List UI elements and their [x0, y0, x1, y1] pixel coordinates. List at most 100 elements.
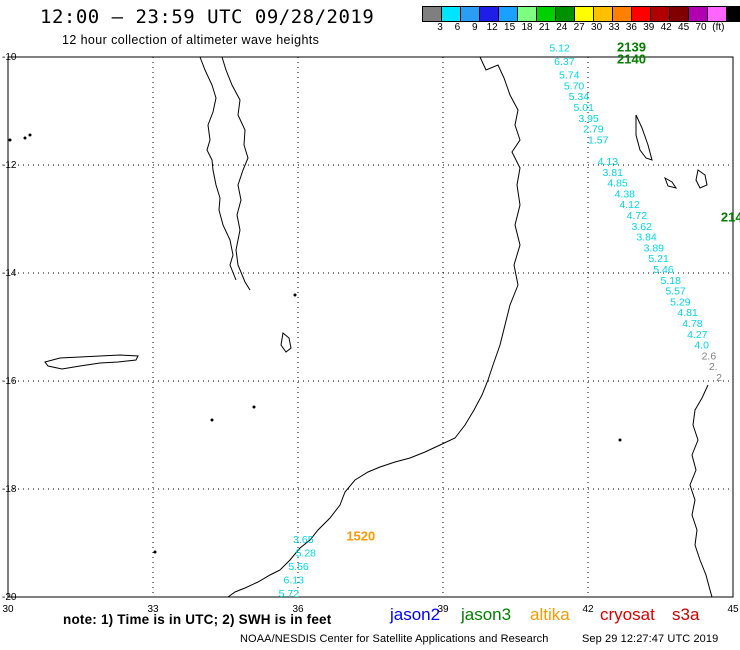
wave-height-value: 6.37: [554, 56, 575, 68]
wave-height-value: 4.38: [615, 188, 636, 200]
x-tick-label: 30: [2, 604, 14, 615]
island: [293, 293, 297, 297]
coastline: [44, 354, 139, 370]
y-tick-label: -20: [2, 592, 17, 603]
y-tick-label: -18: [2, 484, 17, 495]
wave-height-value: 4.0: [694, 340, 709, 352]
pass-id-label: 2140: [617, 51, 646, 66]
x-tick-label: 42: [582, 604, 594, 615]
color-scale-label: 9: [472, 22, 478, 33]
color-scale: [422, 6, 740, 22]
wave-height-value: 5.34: [569, 91, 590, 103]
island: [618, 438, 622, 442]
wave-height-value: 4.78: [682, 318, 703, 330]
coastline: [227, 56, 521, 598]
x-tick-label: 45: [727, 604, 739, 615]
color-scale-label: 39: [643, 22, 655, 33]
wave-height-value: 5.01: [574, 102, 595, 114]
y-tick-label: -16: [2, 376, 17, 387]
coastline: [664, 176, 678, 189]
wave-height-value: 5.70: [564, 80, 585, 92]
wave-height-value: 4.85: [607, 178, 628, 190]
map-title: 12:00 – 23:59 UTC 09/28/2019: [40, 6, 375, 28]
wave-height-value: 5.72: [279, 588, 300, 600]
color-scale-label: 6: [454, 22, 461, 33]
wave-height-value: 4.27: [687, 329, 708, 341]
credit-text: NOAA/NESDIS Center for Satellite Applica…: [240, 633, 549, 645]
color-scale-label: 33: [608, 22, 620, 33]
wave-height-value: 3.81: [603, 167, 624, 179]
color-scale-label: 70: [695, 22, 707, 33]
footer-note: note: 1) Time is in UTC; 2) SWH is in fe…: [63, 612, 332, 627]
coastline: [199, 56, 237, 281]
pass-id-label: 2139: [617, 40, 646, 55]
island: [153, 550, 157, 554]
wave-height-value: 4.81: [677, 307, 698, 319]
color-scale-label: 18: [521, 22, 533, 33]
x-tick-label: 36: [292, 604, 304, 615]
y-tick-label: -12: [2, 160, 17, 171]
wave-height-value: 3.62: [632, 221, 653, 233]
wave-height-value: 2.79: [583, 124, 604, 136]
color-scale-label: 42: [660, 22, 672, 33]
legend-cryosat: cryosat: [600, 605, 655, 624]
wave-height-value: 2.: [709, 361, 718, 373]
x-tick-label: 33: [147, 604, 159, 615]
wave-height-value: 5.18: [661, 275, 682, 287]
map-frame: [7, 56, 734, 598]
legend-jason2: jason2: [390, 605, 441, 624]
color-scale-label: 45: [678, 22, 690, 33]
wave-height-value: 4.72: [627, 210, 648, 222]
wave-height-value: 5.74: [559, 70, 580, 82]
y-tick-label: -14: [2, 268, 17, 279]
wave-height-value: 5.28: [296, 548, 317, 560]
pass-id-label: 214: [721, 210, 740, 225]
wave-height-value: 5.56: [288, 561, 309, 573]
legend-s3a: s3a: [672, 605, 700, 624]
color-scale-label: 15: [504, 22, 516, 33]
wave-height-value: 3.95: [578, 113, 599, 125]
island: [252, 405, 256, 409]
color-scale-label: 27: [573, 22, 585, 33]
color-scale-label: 3: [437, 22, 443, 33]
timestamp-text: Sep 29 12:27:47 UTC 2019: [582, 633, 719, 645]
wave-height-value: 5.21: [648, 253, 669, 265]
wave-height-value: 2.6: [702, 350, 717, 362]
wave-height-value: 3.65: [293, 534, 314, 546]
color-scale-label: 36: [625, 22, 637, 33]
color-scale-swatch: [726, 6, 740, 22]
legend-jason3: jason3: [461, 605, 512, 624]
color-scale-labels: 3 6 9 12 15 18 21 24 27 30 33 36 39 42 45 70 (ft): [422, 22, 740, 36]
color-scale-label: (ft): [712, 22, 725, 33]
wave-height-value: 1.57: [588, 134, 609, 146]
island: [28, 133, 32, 137]
island: [8, 138, 12, 142]
coastline: [280, 332, 292, 353]
y-tick-label: -10: [2, 52, 17, 63]
wave-height-value: 6.13: [284, 575, 305, 587]
wave-height-value: 5.46: [653, 264, 674, 276]
wave-height-value: 4.13: [598, 156, 619, 168]
wave-height-value: 2: [716, 372, 722, 384]
pass-id-label: 1520: [346, 528, 375, 543]
color-scale-label: 24: [556, 22, 568, 33]
map-subtitle: 12 hour collection of altimeter wave hei…: [62, 33, 320, 47]
color-scale-label: 30: [591, 22, 603, 33]
island: [23, 136, 27, 140]
island: [210, 418, 214, 422]
wave-height-value: 4.12: [619, 199, 640, 211]
wave-height-value: 5.12: [549, 43, 570, 55]
wave-height-value: 5.57: [665, 286, 686, 298]
wave-height-value: 3.84: [636, 232, 657, 244]
x-tick-label: 39: [437, 604, 449, 615]
wave-height-value: 5.29: [670, 296, 691, 308]
coastline: [695, 169, 708, 189]
coastline: [635, 114, 653, 161]
color-scale-label: 12: [486, 22, 498, 33]
wave-height-value: 3.89: [644, 242, 665, 254]
coastline: [689, 384, 713, 598]
coastline: [221, 56, 251, 291]
legend-altika: altika: [530, 605, 570, 624]
color-scale-label: 21: [538, 22, 550, 33]
